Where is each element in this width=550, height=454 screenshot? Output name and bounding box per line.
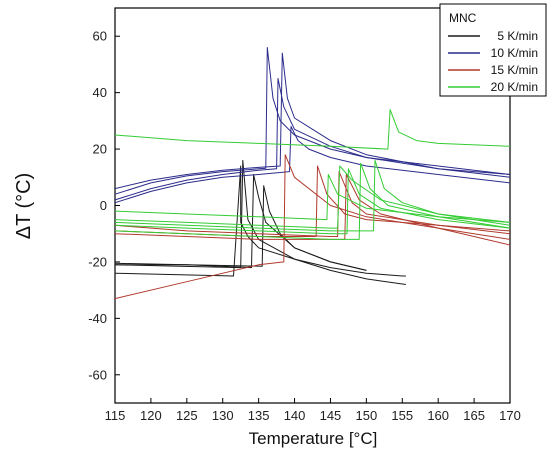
series-line [114, 174, 511, 246]
series-line [114, 126, 511, 204]
series-line [114, 52, 511, 190]
ticks: 115 120 125 130 135 140 145 150 155 160 165 170 -60 -… [88, 29, 521, 423]
series-2 [114, 47, 511, 204]
legend-label: 15 K/min [491, 63, 538, 77]
legend-label: 5 K/min [497, 29, 538, 43]
x-tick-label: 145 [320, 408, 342, 423]
y-axis-title: ΔT (°C) [13, 173, 35, 240]
legend-label: 10 K/min [491, 46, 538, 60]
x-tick-label: 160 [427, 408, 449, 423]
x-tick-label: 165 [463, 408, 485, 423]
y-tick-label: 60 [93, 29, 107, 44]
legend: MNC 5 K/min 10 K/min 15 K/min 20 K/min [439, 3, 547, 97]
x-tick-label: 135 [248, 408, 270, 423]
series-line [114, 109, 511, 150]
legend-label: 20 K/min [491, 80, 538, 94]
x-axis-title: Temperature [°C] [249, 429, 378, 448]
series-1 [114, 159, 406, 285]
x-tick-label: 150 [356, 408, 378, 423]
y-tick-label: -20 [88, 254, 107, 269]
x-tick-label: 130 [212, 408, 234, 423]
y-tick-label: -40 [88, 311, 107, 326]
series-line [114, 159, 511, 232]
series-line [114, 185, 367, 271]
series-4 [114, 109, 511, 240]
series-line [114, 168, 511, 235]
legend-box [439, 3, 547, 97]
legend-title: MNC [449, 11, 477, 25]
legend-items: 5 K/min 10 K/min 15 K/min 20 K/min [448, 29, 538, 94]
y-tick-label: -60 [88, 367, 107, 382]
series-line [114, 165, 511, 229]
x-tick-label: 125 [176, 408, 198, 423]
y-tick-label: 40 [93, 85, 107, 100]
series-line [114, 78, 511, 201]
curves [114, 47, 511, 300]
x-tick-label: 140 [284, 408, 306, 423]
x-tick-label: 115 [105, 408, 126, 423]
x-tick-label: 155 [391, 408, 413, 423]
series-line [114, 174, 511, 223]
series-line [114, 171, 511, 237]
series-line [114, 159, 406, 285]
series-line [114, 165, 406, 277]
y-tick-label: 0 [100, 198, 107, 213]
series-line [114, 162, 511, 240]
y-tick-label: 20 [93, 142, 107, 157]
x-tick-label: 120 [140, 408, 162, 423]
x-tick-label: 170 [499, 408, 521, 423]
